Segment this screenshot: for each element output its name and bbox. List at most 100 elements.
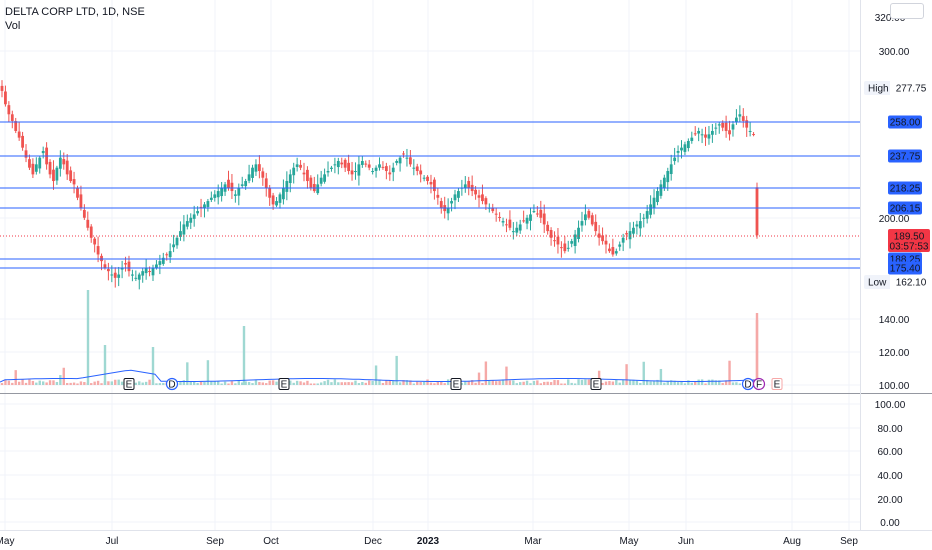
volume-bar (158, 383, 162, 385)
candle (741, 108, 745, 128)
volume-bar (189, 381, 192, 385)
volume-bar (295, 380, 299, 385)
candle (638, 212, 642, 237)
volume-bar (14, 370, 17, 385)
volume-tick-label: 60.00 (877, 447, 902, 458)
event-marker-f[interactable]: F (752, 377, 766, 391)
volume-bar (83, 382, 86, 385)
volume-bar (66, 383, 69, 385)
event-marker-d[interactable]: D (741, 377, 755, 391)
candle (412, 159, 416, 176)
volume-bar (676, 382, 680, 385)
price-axis[interactable]: 320.00 300.00 200.00 140.00 120.00 100.00 High… (864, 13, 930, 392)
volume-bar (584, 379, 587, 385)
volume-bar (340, 382, 343, 385)
candle (34, 157, 38, 175)
volume-bar (724, 380, 728, 385)
candle (14, 117, 18, 134)
volume-bar (505, 366, 508, 385)
candle (282, 179, 285, 205)
volume-bar (251, 383, 254, 385)
volume-bar (721, 383, 724, 385)
volume-bar (409, 380, 412, 385)
volume-bar (738, 383, 742, 385)
volume-bar (573, 383, 577, 385)
candle (251, 164, 254, 183)
low-tag: Low 162.10 (864, 275, 930, 289)
volume-label[interactable]: Vol (5, 20, 21, 32)
candle (556, 227, 560, 254)
volume-tick-label: 0.00 (880, 518, 900, 529)
candle (367, 159, 371, 171)
event-marker-e[interactable]: E (771, 378, 783, 391)
candle (422, 175, 426, 182)
candle (247, 164, 251, 184)
volume-bar (275, 381, 278, 385)
event-marker-e[interactable]: E (278, 378, 290, 391)
volume-bar (114, 379, 117, 385)
candle (656, 187, 659, 206)
candle (601, 227, 604, 245)
volume-bar (618, 382, 621, 385)
candle (408, 150, 412, 167)
volume-bar (611, 381, 615, 385)
candle (566, 240, 570, 252)
volume-bar (405, 380, 409, 385)
level-price-tag: 237.75 (888, 149, 922, 163)
volume-bar (371, 381, 374, 385)
volume-bar (604, 381, 608, 385)
volume-bar (333, 379, 337, 385)
event-marker-e[interactable]: E (123, 378, 135, 391)
volume-axis[interactable]: 100.00 80.00 60.00 40.00 20.00 0.00 (875, 400, 906, 529)
volume-bar (59, 375, 62, 385)
volume-bar (368, 380, 371, 385)
candle (724, 115, 728, 138)
volume-bar (299, 381, 302, 385)
candle (515, 221, 519, 237)
volume-bar (234, 383, 237, 385)
scale-settings-button[interactable] (890, 3, 924, 19)
volume-bar (17, 381, 21, 385)
candle (649, 195, 653, 219)
candle (700, 128, 704, 144)
candle (405, 148, 409, 167)
event-marker-d[interactable]: D (165, 377, 179, 391)
volume-bar (440, 381, 443, 385)
candle (563, 236, 567, 254)
volume-bar (21, 379, 24, 385)
volume-bar (258, 382, 261, 385)
volume-bar (580, 379, 584, 385)
time-tick-label: Sep (840, 536, 858, 547)
level-price-label: 175.40 (890, 264, 921, 275)
event-marker-e[interactable]: E (450, 378, 462, 391)
candle (237, 183, 241, 206)
candle (559, 241, 563, 258)
volume-bar (477, 372, 481, 385)
event-marker-e[interactable]: E (590, 378, 602, 391)
candle (7, 101, 11, 123)
low-tag-value: 162.10 (896, 278, 927, 289)
volume-bar (326, 379, 330, 385)
level-price-tag: 218.25 (888, 181, 922, 195)
price-tick-label: 100.00 (879, 381, 910, 392)
volume-bar (615, 380, 618, 385)
volume-bar (62, 367, 65, 385)
volume-bar (532, 380, 536, 385)
candle (752, 132, 755, 137)
volume-bar (203, 382, 206, 385)
candle (426, 175, 429, 185)
candle (398, 155, 402, 172)
candle (690, 131, 694, 144)
price-tick-label: 200.00 (879, 214, 910, 225)
candle (594, 214, 598, 236)
symbol-title[interactable]: DELTA CORP LTD, 1D, NSE (5, 6, 145, 18)
time-axis[interactable]: May Jul Sep Oct Dec 2023 Mar May Jun Aug Sep (0, 536, 858, 547)
candle (28, 154, 31, 171)
volume-bar (79, 381, 83, 385)
candle (168, 243, 172, 263)
event-marker-label: F (756, 380, 762, 391)
volume-bar (210, 381, 213, 385)
volume-spike (151, 347, 155, 385)
